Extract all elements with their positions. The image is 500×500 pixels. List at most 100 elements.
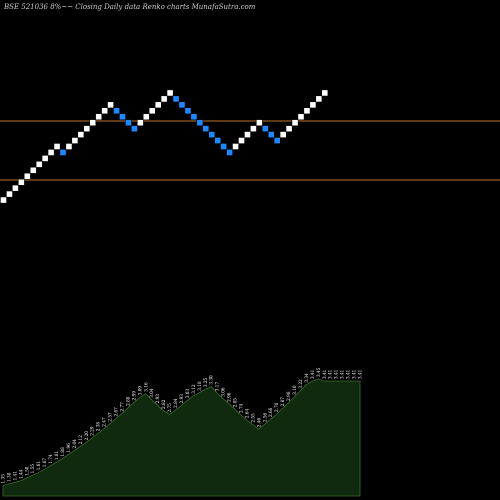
renko-brick-55 — [321, 89, 329, 97]
renko-brick-44 — [255, 119, 263, 127]
renko-brick-35 — [202, 125, 210, 133]
area-label-45: 2.56 — [262, 412, 267, 422]
area-label-59: 3.41 — [346, 369, 351, 379]
renko-brick-22 — [125, 119, 132, 127]
area-label-21: 2.77 — [120, 402, 125, 412]
area-label-48: 2.87 — [280, 397, 285, 407]
renko-bricks — [0, 89, 329, 204]
area-label-61: 3.41 — [358, 369, 363, 379]
renko-brick-23 — [131, 125, 138, 133]
area-label-26: 3.04 — [149, 388, 154, 398]
area-label-29: 2.75 — [167, 403, 172, 413]
area-series — [2, 378, 361, 497]
area-label-52: 3.34 — [304, 373, 309, 383]
area-label-3: 1.41 — [12, 471, 17, 481]
volume-area — [2, 378, 361, 497]
renko-brick-34 — [196, 119, 204, 127]
renko-brick-47 — [273, 137, 281, 144]
area-label-27: 2.93 — [155, 394, 160, 404]
renko-brick-15 — [83, 125, 91, 133]
area-label-35: 3.25 — [203, 377, 208, 387]
renko-brick-52 — [303, 107, 311, 115]
area-label-15: 2.20 — [84, 431, 89, 441]
renko-brick-29 — [166, 89, 174, 97]
area-label-60: 3.41 — [352, 369, 357, 379]
area-label-10: 1.81 — [54, 450, 59, 460]
renko-brick-53 — [309, 101, 317, 109]
renko-brick-6 — [29, 166, 37, 174]
renko-brick-18 — [101, 107, 109, 115]
renko-brick-41 — [238, 137, 245, 144]
renko-brick-50 — [291, 119, 299, 127]
area-label-9: 1.74 — [48, 454, 53, 464]
area-label-46: 2.66 — [268, 407, 273, 417]
renko-brick-14 — [77, 131, 85, 138]
area-label-4: 1.44 — [18, 469, 23, 479]
renko-brick-26 — [148, 107, 156, 115]
area-label-37: 3.17 — [215, 382, 220, 392]
renko-brick-30 — [172, 95, 180, 103]
renko-brick-19 — [107, 101, 114, 109]
renko-brick-27 — [154, 101, 162, 109]
area-label-51: 3.22 — [298, 379, 303, 389]
renko-brick-1 — [0, 196, 7, 204]
renko-brick-45 — [261, 125, 269, 133]
area-label-20: 2.67 — [114, 407, 119, 417]
area-label-30: 2.84 — [173, 398, 178, 408]
area-label-18: 2.47 — [102, 417, 107, 427]
renko-brick-51 — [297, 113, 305, 121]
area-label-34: 3.18 — [197, 381, 202, 391]
area-label-19: 2.57 — [108, 412, 113, 422]
renko-brick-32 — [184, 107, 192, 115]
area-label-43: 2.55 — [250, 413, 255, 423]
area-label-36: 3.30 — [209, 375, 214, 385]
renko-brick-5 — [23, 172, 31, 180]
area-label-38: 3.06 — [221, 387, 226, 397]
area-label-32: 3.03 — [185, 389, 190, 399]
renko-brick-28 — [160, 95, 168, 103]
renko-brick-3 — [12, 184, 19, 192]
renko-brick-31 — [178, 101, 186, 109]
area-label-16: 2.29 — [90, 426, 95, 436]
renko-brick-17 — [95, 113, 103, 121]
area-label-47: 2.76 — [274, 402, 279, 412]
area-label-17: 2.38 — [96, 422, 101, 432]
renko-brick-49 — [285, 125, 293, 133]
renko-brick-24 — [136, 119, 144, 127]
area-label-5: 1.50 — [24, 466, 29, 476]
area-label-42: 2.64 — [244, 408, 249, 418]
renko-brick-20 — [113, 107, 120, 115]
renko-brick-11 — [59, 149, 67, 156]
area-label-25: 3.16 — [143, 382, 148, 392]
area-label-55: 3.41 — [322, 369, 327, 379]
chart-title: BSE 521036 8%~~ Closing Daily data Renko… — [3, 3, 256, 11]
renko-brick-40 — [232, 143, 239, 150]
renko-brick-13 — [71, 137, 79, 144]
renko-brick-9 — [47, 149, 55, 156]
renko-brick-33 — [190, 113, 198, 121]
area-label-41: 2.74 — [239, 403, 244, 413]
area-label-7: 1.61 — [36, 461, 41, 471]
area-label-33: 3.12 — [191, 384, 196, 394]
renko-brick-36 — [208, 131, 216, 138]
area-label-54: 3.45 — [316, 367, 321, 377]
area-label-6: 1.55 — [30, 464, 35, 474]
area-label-49: 2.98 — [286, 391, 291, 401]
renko-brick-37 — [214, 137, 222, 144]
area-label-22: 2.88 — [125, 396, 130, 406]
area-label-8: 1.67 — [42, 458, 47, 468]
area-label-39: 2.96 — [227, 392, 232, 402]
area-label-31: 2.93 — [179, 394, 184, 404]
renko-brick-10 — [53, 143, 61, 150]
renko-brick-7 — [35, 160, 43, 168]
area-label-14: 2.12 — [78, 435, 83, 445]
reference-lines — [0, 120, 500, 181]
area-label-58: 3.41 — [340, 369, 345, 379]
area-label-2: 1.38 — [6, 472, 11, 482]
area-label-50: 3.10 — [292, 385, 297, 395]
renko-brick-12 — [65, 143, 73, 150]
area-label-24: 3.09 — [137, 386, 142, 396]
area-label-53: 3.41 — [310, 369, 315, 379]
